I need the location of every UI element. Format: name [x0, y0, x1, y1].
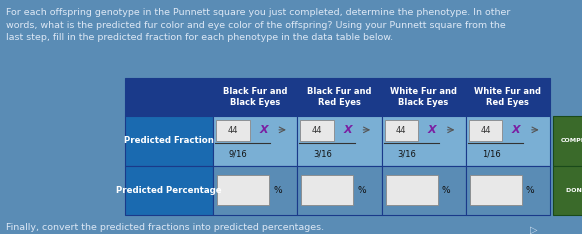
Text: COMPLETE: COMPLETE [560, 138, 582, 143]
Bar [381, 165, 466, 215]
Bar [213, 116, 297, 165]
Text: %: % [273, 186, 282, 195]
Text: Finally, convert the predicted fractions into predicted percentages.: Finally, convert the predicted fractions… [6, 223, 324, 232]
Bar [466, 165, 550, 215]
Bar [385, 120, 418, 141]
Bar [466, 116, 550, 165]
Text: X: X [343, 125, 352, 135]
Bar [217, 176, 269, 205]
Bar [553, 165, 582, 215]
Text: %: % [357, 186, 366, 195]
Bar [125, 78, 213, 116]
Text: White Fur and
Red Eyes: White Fur and Red Eyes [474, 87, 541, 107]
Bar [381, 116, 466, 165]
Text: 44: 44 [312, 126, 322, 135]
Bar [300, 120, 334, 141]
Text: 44: 44 [228, 126, 238, 135]
Bar [213, 78, 297, 116]
Bar [553, 116, 582, 165]
Bar [297, 116, 381, 165]
Bar [125, 165, 213, 215]
Bar [301, 176, 353, 205]
Text: DONE ►: DONE ► [566, 188, 582, 193]
Bar [125, 116, 213, 165]
Bar [470, 176, 522, 205]
Text: %: % [442, 186, 450, 195]
Bar [297, 78, 381, 116]
Bar [216, 120, 250, 141]
Text: For each offspring genotype in the Punnett square you just completed, determine : For each offspring genotype in the Punne… [6, 8, 510, 42]
Text: Black Fur and
Black Eyes: Black Fur and Black Eyes [223, 87, 288, 107]
Text: Black Fur and
Red Eyes: Black Fur and Red Eyes [307, 87, 372, 107]
Text: X: X [512, 125, 521, 135]
Bar [213, 165, 297, 215]
Text: 1/16: 1/16 [482, 149, 501, 158]
Bar [469, 120, 502, 141]
Text: ▷: ▷ [530, 225, 538, 234]
Text: 44: 44 [480, 126, 491, 135]
Text: 9/16: 9/16 [229, 149, 248, 158]
Text: 3/16: 3/16 [398, 149, 416, 158]
Text: Predicted Fraction: Predicted Fraction [124, 136, 214, 145]
Text: X: X [259, 125, 268, 135]
Text: X: X [428, 125, 436, 135]
Text: White Fur and
Black Eyes: White Fur and Black Eyes [390, 87, 457, 107]
Text: 44: 44 [396, 126, 407, 135]
Text: Predicted Percentage: Predicted Percentage [116, 186, 222, 195]
Bar [466, 78, 550, 116]
Bar [381, 78, 466, 116]
Bar [385, 176, 438, 205]
Text: %: % [526, 186, 535, 195]
Text: 3/16: 3/16 [313, 149, 332, 158]
Bar [297, 165, 381, 215]
